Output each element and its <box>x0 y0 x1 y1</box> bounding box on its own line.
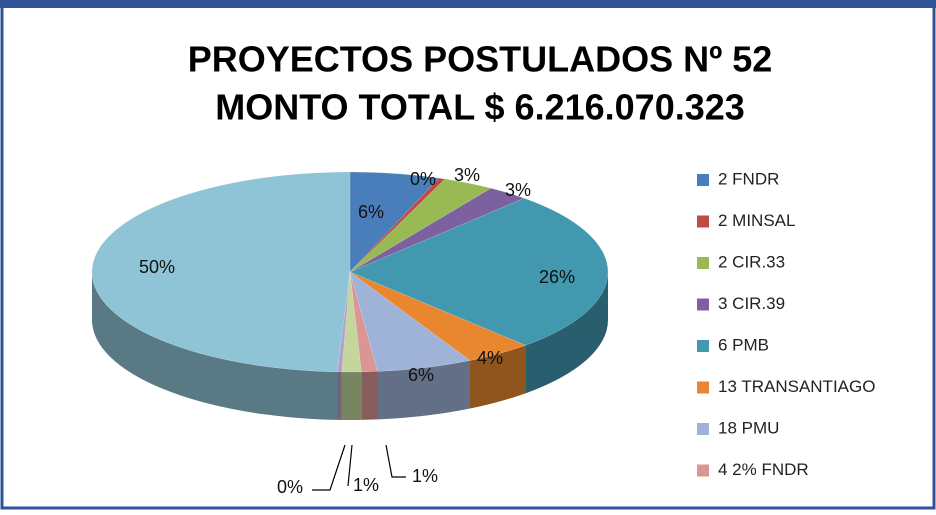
legend-swatch <box>697 381 709 394</box>
legend-label: 13 TRANSANTIAGO <box>718 377 875 396</box>
data-label: 50% <box>139 257 175 277</box>
pie-side <box>361 371 378 420</box>
chart-title: PROYECTOS POSTULADOS Nº 52 <box>188 39 773 80</box>
pie-slice <box>349 187 525 273</box>
pie-side <box>470 345 526 409</box>
legend-label: 2 FNDR <box>718 169 779 188</box>
pie-slice <box>349 271 471 372</box>
pie-side <box>525 272 608 394</box>
pie-slice <box>349 171 440 273</box>
data-label: 0% <box>277 477 303 497</box>
data-label: 1% <box>353 475 379 495</box>
data-label: 0% <box>410 169 436 189</box>
data-label: 3% <box>505 180 531 200</box>
data-label: 26% <box>539 267 575 287</box>
pie-slice <box>341 271 362 373</box>
pie-side <box>92 272 338 420</box>
leader-line <box>312 444 346 491</box>
legend-swatch <box>697 174 709 186</box>
pie-slice <box>349 177 446 273</box>
legend-swatch <box>697 340 709 352</box>
legend-swatch <box>697 257 709 269</box>
leader-line <box>347 444 353 487</box>
pie-slice <box>349 271 527 361</box>
legend-swatch <box>697 215 709 228</box>
pie-slice <box>349 178 492 273</box>
pie-side <box>377 360 471 420</box>
legend-label: 2 MINSAL <box>718 211 795 230</box>
pie-slice <box>336 271 351 373</box>
data-label: 6% <box>408 365 434 385</box>
legend-label: 4 2% FNDR <box>718 460 809 479</box>
chart-subtitle: MONTO TOTAL $ 6.216.070.323 <box>215 87 745 128</box>
pie-slice <box>349 271 378 373</box>
legend-swatch <box>697 464 709 477</box>
legend-label: 2 CIR.33 <box>718 252 785 271</box>
legend-label: 6 PMB <box>718 335 769 354</box>
top-bar <box>0 0 936 8</box>
data-label: 1% <box>412 466 438 486</box>
leader-line <box>385 444 406 478</box>
legend-label: 3 CIR.39 <box>718 294 785 313</box>
pie-slice <box>349 197 609 346</box>
legend-swatch <box>697 423 709 435</box>
pie-side <box>337 371 342 420</box>
data-label: 4% <box>477 348 503 368</box>
legend-label: 18 PMU <box>718 418 779 437</box>
data-label: 6% <box>358 202 384 222</box>
legend-swatch <box>697 298 709 311</box>
data-label: 3% <box>454 165 480 185</box>
pie-slice <box>91 171 351 373</box>
pie-side <box>341 371 362 420</box>
